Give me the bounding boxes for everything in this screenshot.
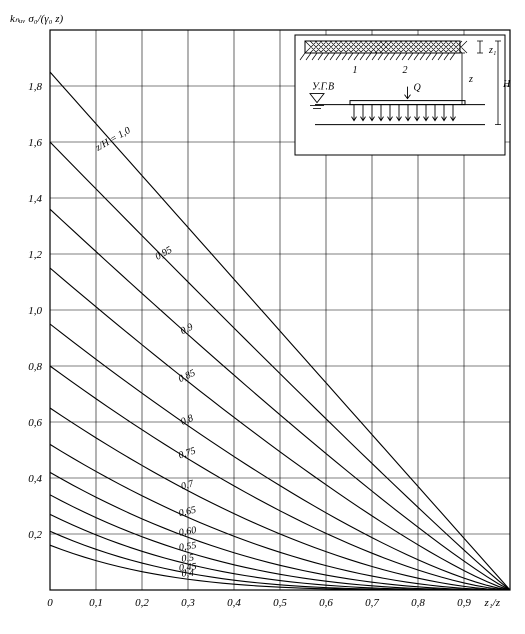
x-tick-label: 0,1 [89,597,103,609]
x-tick-label: 0,7 [365,597,379,609]
y-tick-label: 0,8 [28,361,42,373]
x-tick-label: 0,6 [319,597,333,609]
x-tick-label: 0,8 [411,597,425,609]
x-tick-label: 0 [47,597,53,609]
x-tick-label: 0,5 [273,597,287,609]
y-tick-label: 1,0 [28,305,42,317]
chart-container: 0 0,1 0,2 0,3 0,4 0,5 0,6 0,7 0,8 0,9 z₁/z 0,2 0,4 0,… [0,0,525,634]
inset-q-label: Q [414,83,422,94]
x-tick-label: 0,2 [135,597,149,609]
inset-z-label: z [468,74,473,85]
x-axis-end-label: z₁/z [484,597,501,609]
y-tick-label: 1,4 [28,193,42,205]
inset-diagram: Q У.Г.В 1 2 z₁ z H [295,35,511,155]
y-axis-label: kₙᵤᵥ σ₀/(γ₀ z) [10,13,63,25]
inset-label-1: 1 [353,65,358,76]
y-tick-label: 0,2 [28,529,42,541]
inset-label-2: 2 [403,65,408,76]
inset-z1-label: z₁ [488,45,496,56]
chart-svg: 0 0,1 0,2 0,3 0,4 0,5 0,6 0,7 0,8 0,9 z₁/z 0,2 0,4 0,… [0,0,525,634]
x-tick-label: 0,9 [457,597,471,609]
y-tick-label: 1,8 [28,81,42,93]
series-label: 0,4 [181,568,194,580]
y-tick-label: 1,6 [28,137,42,149]
y-tick-label: 0,6 [28,417,42,429]
inset-ugv-label: У.Г.В [312,82,334,93]
x-tick-label: 0,4 [227,597,241,609]
inset-h-label: H [502,79,511,90]
y-tick-label: 0,4 [28,473,42,485]
x-tick-label: 0,3 [181,597,195,609]
y-tick-label: 1,2 [28,249,42,261]
